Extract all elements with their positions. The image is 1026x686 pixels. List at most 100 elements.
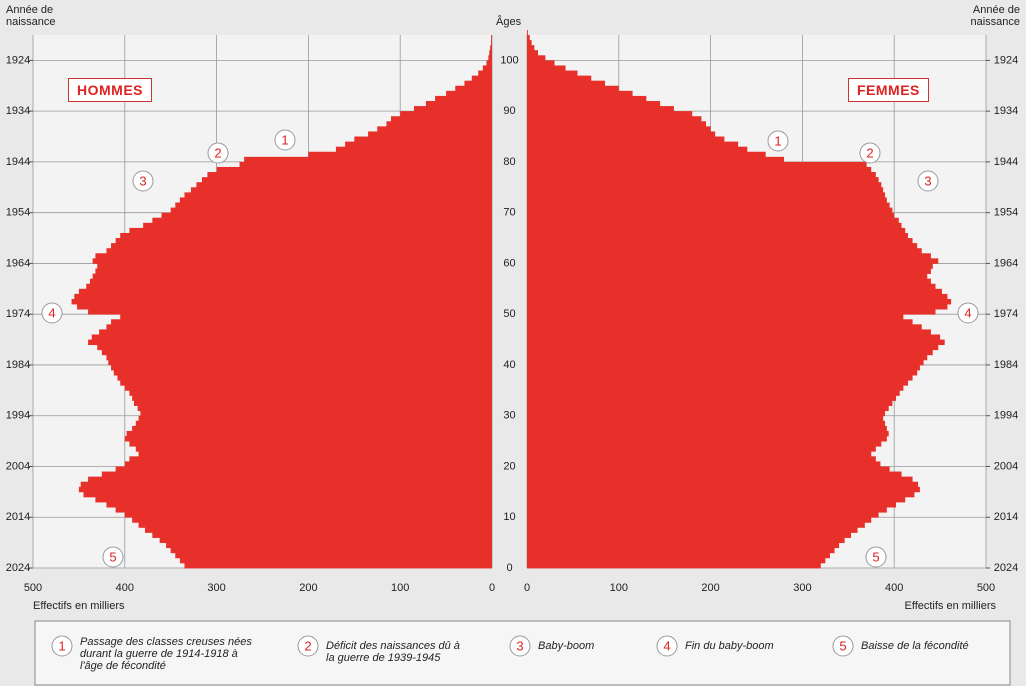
bar [527,151,766,158]
year-tick-label: 1924 [994,54,1018,66]
bar [117,375,493,381]
bar [489,50,492,56]
bar [527,85,619,92]
bar [527,512,879,518]
bar [471,75,492,82]
bar [527,451,872,457]
bar [216,166,492,173]
note-number: 1 [774,133,781,148]
bar [527,522,865,528]
bar [527,400,893,406]
bar [95,253,492,259]
bar [527,192,886,198]
note-text: Baisse de la fécondité [861,640,969,652]
bar [527,507,887,513]
x-tick-label: 200 [299,582,317,594]
bar [527,405,889,412]
bar [144,527,492,533]
note-number: 4 [964,305,971,320]
bar [354,136,492,142]
bar [486,60,492,66]
note-marker [51,635,73,657]
year-tick-label: 1924 [6,54,30,66]
note-text: Fin du baby-boom [685,640,774,652]
note-number: 3 [139,173,146,188]
bar [88,309,492,315]
note-marker [297,635,319,657]
bar [115,238,493,244]
note-number: 1 [58,638,65,653]
bar [527,75,592,82]
bar [201,177,493,183]
bar [120,314,493,320]
x-tick-label: 0 [524,582,530,594]
bar [527,359,924,366]
bar [527,537,845,544]
bar [478,70,492,77]
bar [152,217,492,224]
bar [143,222,492,229]
bar [111,243,492,249]
bar [97,263,492,269]
bar [527,50,539,56]
bar [527,319,913,325]
bar [159,537,492,544]
note-number: 5 [839,638,846,653]
note-marker [656,635,678,657]
age-tick-label: 20 [503,460,515,472]
bar [527,334,941,340]
bar [129,227,492,234]
bar [527,293,948,300]
bar [207,172,493,178]
x-tick-label: 500 [977,582,995,594]
bar [71,298,492,305]
bar [124,461,493,467]
bar [106,248,492,254]
bar [527,471,902,478]
bar [527,40,532,46]
bar [527,390,900,396]
bar [527,339,945,346]
bar [527,446,876,452]
bar [391,116,492,122]
bar [386,121,492,127]
bar [527,517,872,523]
bar [527,136,725,142]
bar [527,248,922,254]
x-tick-label: 300 [793,582,811,594]
bar [80,481,493,488]
x-tick-label: 0 [489,582,495,594]
bar [97,344,492,351]
note-marker [917,170,939,192]
note-text: Baby-boom [538,640,595,652]
bar [413,106,492,112]
bar [527,121,707,127]
year-tick-label: 2024 [994,562,1018,574]
bar [527,364,920,371]
year-tick-label: 1944 [994,156,1018,168]
bar [527,29,528,36]
bar [377,126,492,132]
bar [527,70,578,77]
year-tick-label: 1954 [6,207,30,219]
year-tick-label: 1974 [994,308,1018,320]
bar [129,390,492,396]
bar [527,329,931,335]
bar [527,187,884,193]
bar [527,55,546,61]
age-tick-label: 50 [503,308,515,320]
bar [132,425,493,432]
bar [527,146,748,153]
bar [527,324,922,330]
year-tick-label: 1984 [994,359,1018,371]
bar [190,187,492,193]
bar [175,202,493,208]
bar [527,288,942,295]
bar [138,522,492,528]
bar [527,309,936,315]
bar [124,436,493,442]
bar [527,456,876,462]
year-axis-label: Année de naissance [6,4,56,28]
year-tick-label: 2004 [994,460,1018,472]
bar [527,283,936,290]
